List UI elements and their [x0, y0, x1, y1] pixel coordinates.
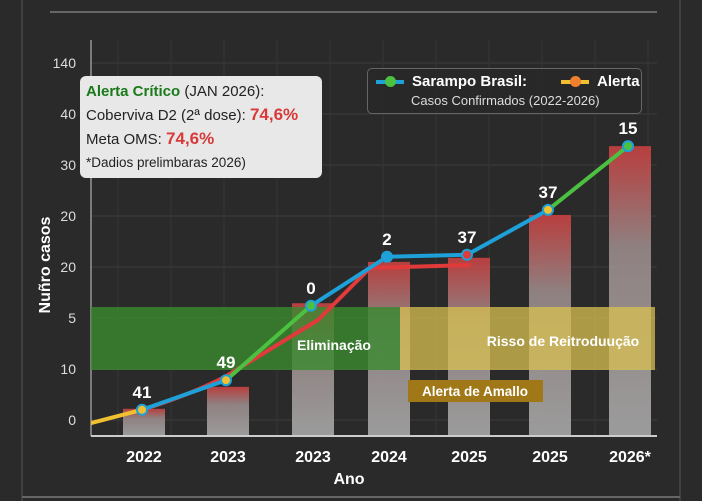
- bar: [609, 146, 651, 436]
- band-label-reintroduction: Risso de Reitroduução: [487, 333, 639, 349]
- data-label: 15: [619, 119, 638, 138]
- data-point: [381, 250, 393, 263]
- y-tick-label: 10: [60, 361, 76, 377]
- y-axis-title: Nuñro casos: [37, 216, 54, 313]
- bar: [207, 386, 249, 436]
- x-tick-label: 2023: [295, 449, 331, 466]
- legend: Sarampo Brasil: Alerta Casos Confirmados…: [367, 68, 642, 114]
- line-segment: [309, 254, 389, 308]
- data-label: 49: [217, 353, 236, 372]
- y-tick-label: 20: [60, 208, 76, 224]
- alert-title-rest: (JAN 2026):: [180, 83, 265, 100]
- y-tick-label: 30: [60, 157, 76, 173]
- legend-swatch-cases: [376, 75, 404, 87]
- x-tick-label: 2025: [451, 449, 487, 466]
- data-point: [542, 203, 554, 216]
- line-segment: [465, 207, 550, 257]
- coverage-label: Coberviva D2 (2ª dose):: [86, 107, 250, 124]
- data-label: 37: [458, 228, 477, 247]
- legend-swatch-alert: [561, 75, 590, 87]
- preliminary-note: *Dadios prelimbaras 2026): [86, 155, 246, 170]
- data-label: 2: [382, 230, 391, 249]
- y-tick-label: 0: [68, 412, 76, 428]
- x-tick-label: 2023: [210, 449, 246, 466]
- x-axis-title: Ano: [333, 471, 364, 488]
- annotation-box: [408, 380, 543, 402]
- data-label: 0: [306, 279, 315, 298]
- alert-title: Alerta Crítico: [86, 83, 181, 100]
- line-segment: [90, 407, 143, 425]
- band-elimination: [91, 307, 400, 370]
- x-tick-label: 2024: [371, 449, 407, 466]
- data-point: [136, 403, 148, 416]
- line-segment: [140, 378, 228, 412]
- data-label: 41: [133, 383, 152, 402]
- annotation-label: Alerta de Amallo: [422, 384, 528, 399]
- y-tick-label: 20: [60, 259, 76, 275]
- data-point: [461, 248, 473, 261]
- legend-alert: Alerta: [597, 73, 640, 90]
- alert-box: Alerta Crítico (JAN 2026): Coberviva D2 …: [80, 76, 322, 178]
- legend-title: Sarampo Brasil:: [412, 73, 528, 90]
- line-segment: [224, 303, 313, 383]
- y-tick-label: 40: [60, 106, 76, 122]
- data-label: 37: [539, 183, 558, 202]
- data-point: [305, 299, 317, 312]
- coverage-value: 74,6%: [249, 105, 299, 124]
- who-target-label: Meta OMS:: [86, 131, 167, 148]
- line-segment: [546, 144, 630, 212]
- y-tick-label: 140: [53, 55, 77, 71]
- data-point: [220, 374, 232, 387]
- legend-subtitle: Casos Confirmados (2022-2026): [411, 93, 600, 108]
- x-tick-label: 2026*: [609, 449, 652, 466]
- band-label-elimination: Eliminação: [297, 337, 371, 353]
- y-tick-label: 5: [68, 310, 76, 326]
- data-point: [622, 140, 634, 153]
- x-tick-label: 2022: [126, 449, 162, 466]
- band-reintroduction-risk: [400, 307, 655, 370]
- who-target-value: 74,6%: [166, 129, 215, 148]
- x-tick-label: 2025: [532, 449, 568, 466]
- line-segment: [385, 252, 469, 259]
